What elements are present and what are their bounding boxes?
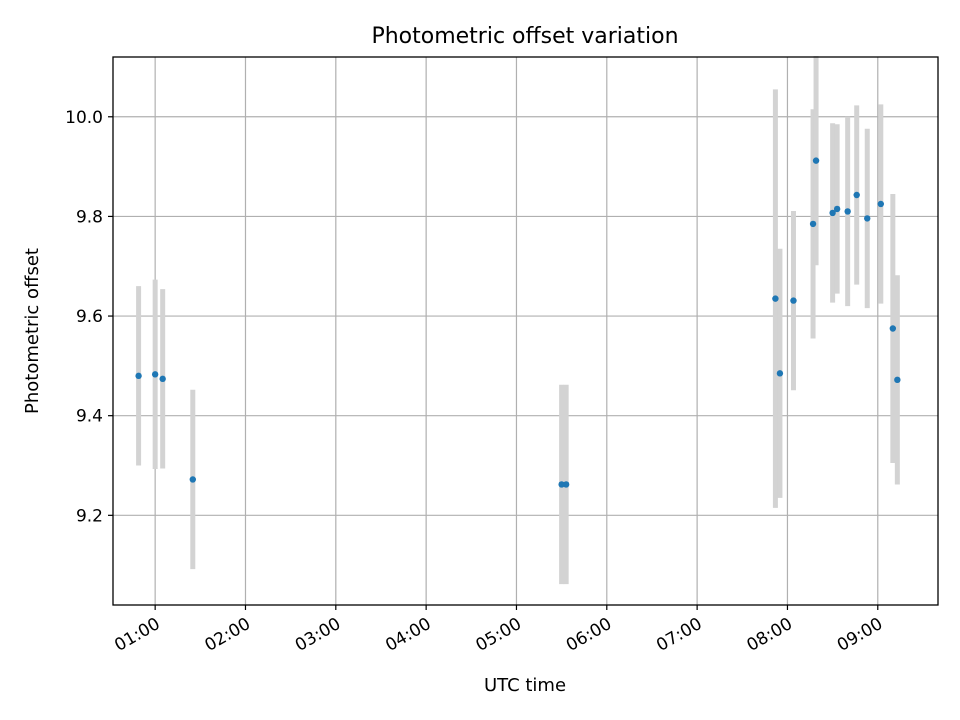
data-point xyxy=(189,476,196,483)
data-point xyxy=(809,220,817,228)
y-tick-label: 10.0 xyxy=(65,108,103,128)
data-point xyxy=(864,215,871,222)
data-point xyxy=(844,208,851,215)
y-tick-label: 9.2 xyxy=(76,506,103,526)
chart-title: Photometric offset variation xyxy=(371,24,678,49)
data-point xyxy=(135,372,142,380)
y-tick-label: 9.8 xyxy=(76,207,103,227)
data-point xyxy=(562,481,570,488)
grid-layer xyxy=(113,57,938,605)
point-layer xyxy=(135,157,901,488)
y-axis-label: Photometric offset xyxy=(22,248,43,414)
data-point xyxy=(833,205,841,213)
data-point xyxy=(894,376,901,384)
data-point xyxy=(776,370,784,377)
data-point xyxy=(853,191,860,199)
data-point xyxy=(772,295,779,302)
data-point xyxy=(558,481,565,488)
y-tick-label: 9.6 xyxy=(76,307,103,327)
data-point xyxy=(812,157,820,164)
data-point xyxy=(159,375,166,383)
y-tick-label: 9.4 xyxy=(76,407,103,427)
data-point xyxy=(829,209,836,217)
plot-frame xyxy=(112,56,939,606)
data-point xyxy=(790,297,797,304)
x-axis-label: UTC time xyxy=(484,675,566,696)
data-point xyxy=(889,325,897,332)
data-point xyxy=(877,200,884,208)
data-point xyxy=(151,371,159,378)
